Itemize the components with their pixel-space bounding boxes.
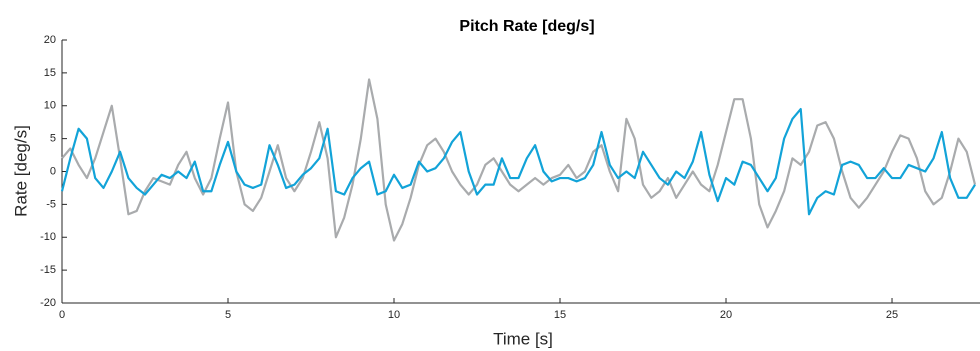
- y-tick-label: -15: [40, 264, 56, 276]
- x-tick-label: 20: [720, 309, 732, 321]
- x-axis-label: Time [s]: [493, 329, 553, 348]
- y-tick-label: -5: [46, 198, 56, 210]
- y-tick-label: -10: [40, 231, 56, 243]
- x-tick-label: 15: [554, 309, 566, 321]
- y-tick-label: -20: [40, 297, 56, 309]
- y-tick-label: 5: [50, 133, 56, 145]
- series-line: [61, 78, 977, 242]
- y-axis-label: Rate [deg/s]: [11, 125, 30, 217]
- y-tick-label: 20: [44, 34, 56, 46]
- x-tick-label: 25: [886, 309, 898, 321]
- y-tick-label: 10: [44, 100, 56, 112]
- x-tick-label: 10: [388, 309, 400, 321]
- series-line: [60, 107, 976, 216]
- chart-title: Pitch Rate [deg/s]: [459, 18, 594, 35]
- x-tick-label: 5: [225, 309, 231, 321]
- x-tick-label: 0: [59, 309, 65, 321]
- y-tick-label: 0: [50, 165, 56, 177]
- y-tick-label: 15: [44, 67, 56, 79]
